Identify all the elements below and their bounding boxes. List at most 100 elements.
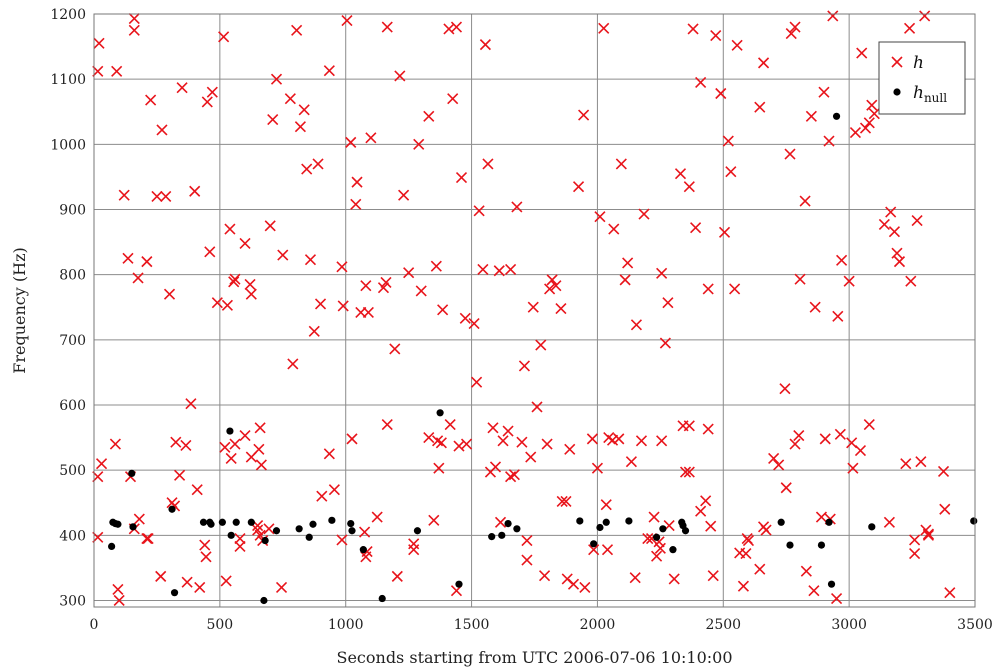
h-point (718, 226, 731, 238)
h-point (437, 304, 449, 316)
h-point (834, 428, 846, 440)
h-point (398, 189, 410, 201)
h_null-point (328, 516, 336, 524)
x-tick-label: 1000 (328, 617, 364, 633)
h_null-point (513, 525, 521, 533)
h-point (211, 297, 223, 309)
h-point (275, 581, 288, 594)
h-point (819, 433, 831, 445)
h-point (854, 445, 867, 457)
legend-label-subscript: null (924, 91, 947, 105)
h-point (715, 87, 727, 100)
h-point (444, 418, 456, 431)
h-point (109, 438, 121, 450)
y-tick-label: 600 (59, 398, 86, 414)
h-point (477, 263, 489, 276)
h-point (754, 101, 766, 113)
legend-marker-h (891, 56, 903, 68)
h_null-point (602, 518, 610, 526)
h_null-point (347, 519, 355, 528)
h-point (351, 176, 363, 188)
h-point (868, 108, 880, 120)
h-point (674, 168, 687, 180)
h-point (560, 495, 572, 507)
h-point (155, 570, 167, 582)
h-point (722, 135, 734, 147)
h-point (389, 343, 401, 355)
h-point (866, 99, 878, 111)
h-point (690, 222, 702, 234)
h-point (505, 263, 517, 276)
h-point (546, 274, 558, 286)
h_null-point (218, 518, 226, 526)
h-point (878, 218, 890, 231)
h-point (659, 337, 671, 349)
h-point (683, 181, 695, 193)
h-point (468, 317, 480, 330)
h-point (789, 438, 801, 450)
h-point (471, 376, 483, 388)
h-point (304, 254, 317, 266)
h_null-point (498, 531, 506, 539)
h-point (937, 465, 950, 478)
h-point (922, 529, 934, 541)
h_null-point (348, 527, 356, 535)
h-point (900, 458, 912, 470)
h-point (128, 12, 140, 25)
h-point (336, 261, 348, 273)
h-point (818, 86, 830, 98)
h-point (270, 73, 283, 85)
h-point (629, 572, 641, 584)
h-point (502, 425, 514, 437)
h_null-point (970, 517, 978, 525)
h-point (277, 249, 289, 261)
h-point (145, 94, 157, 106)
h-point (170, 436, 182, 448)
h_null-point (832, 112, 841, 120)
x-tick-label: 0 (90, 617, 99, 633)
h_null-point (659, 525, 667, 533)
h-point (239, 430, 251, 442)
h-point (113, 594, 125, 607)
h-point (460, 438, 473, 450)
h-point (489, 461, 502, 473)
h_null-point (226, 427, 234, 435)
h-point (328, 484, 340, 496)
h-point (218, 31, 230, 43)
h-point (687, 23, 699, 35)
x-tick-label: 3500 (957, 617, 992, 633)
h-point (487, 422, 499, 434)
h_null-point (436, 409, 444, 417)
h-point (181, 576, 193, 588)
h-point (784, 148, 796, 160)
h-point (234, 540, 246, 552)
h-point (527, 301, 539, 313)
h-point (225, 452, 237, 464)
h-point (200, 551, 212, 563)
h-point (656, 435, 668, 447)
h-point (447, 93, 459, 105)
h_null-point (168, 505, 176, 513)
h-point (911, 215, 923, 227)
h_null-point (625, 517, 633, 525)
h-point (365, 132, 377, 144)
h-point (141, 256, 153, 268)
h-point (909, 534, 921, 546)
h-point (194, 581, 206, 594)
h_null-point (681, 527, 690, 535)
h-point (151, 190, 163, 203)
h-point (381, 418, 393, 431)
h-point (204, 246, 216, 258)
h-point (413, 138, 425, 150)
h-point (112, 583, 124, 595)
h_null-point (114, 520, 122, 528)
h-point (263, 523, 275, 535)
h_null-point (817, 541, 826, 549)
h_null-point (295, 525, 303, 533)
h_null-point (260, 596, 268, 605)
legend-label-main: h (913, 83, 924, 103)
h_null-point (827, 580, 836, 588)
h-point (794, 273, 806, 285)
h-point (189, 185, 201, 197)
h-point (220, 575, 232, 587)
